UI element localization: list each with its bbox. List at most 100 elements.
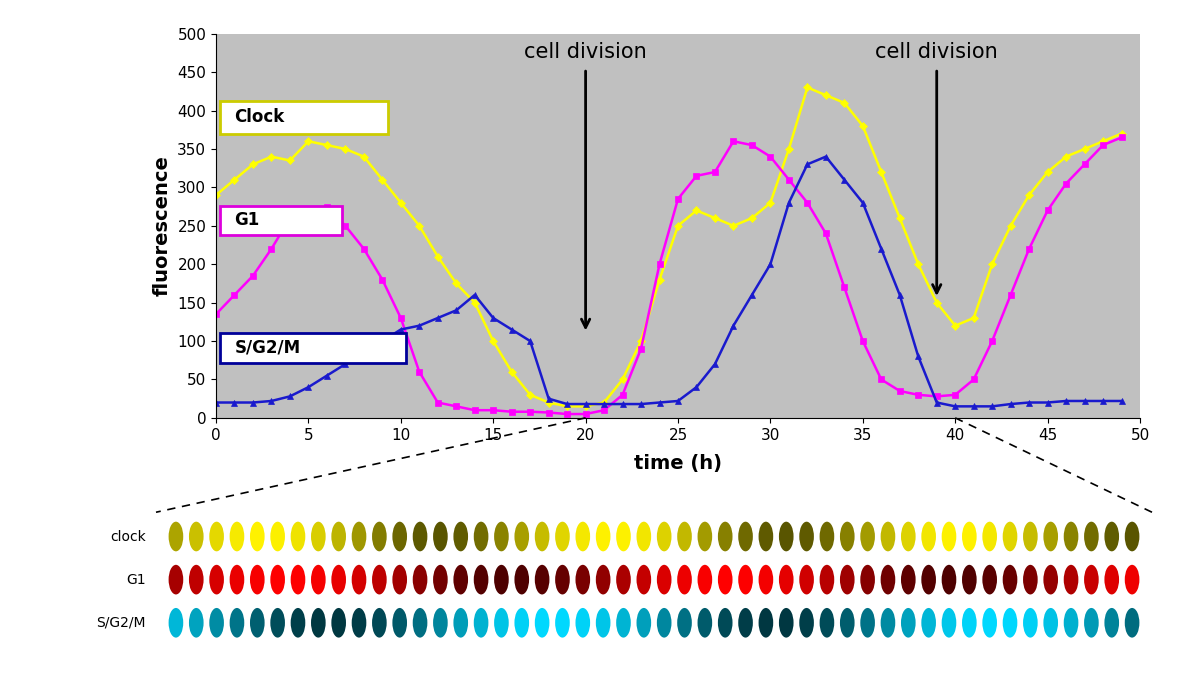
Ellipse shape [413,522,427,551]
Ellipse shape [636,522,652,551]
Ellipse shape [556,608,570,638]
Ellipse shape [1104,522,1120,551]
Ellipse shape [229,565,245,594]
Ellipse shape [962,522,977,551]
Ellipse shape [1043,608,1058,638]
Ellipse shape [1043,522,1058,551]
Ellipse shape [922,608,936,638]
Ellipse shape [535,565,550,594]
Ellipse shape [311,565,325,594]
Ellipse shape [1063,522,1079,551]
Ellipse shape [758,565,773,594]
Ellipse shape [1104,608,1120,638]
Ellipse shape [799,608,814,638]
Ellipse shape [820,522,834,551]
Text: cell division: cell division [524,42,647,62]
Ellipse shape [494,565,509,594]
Ellipse shape [983,522,997,551]
Ellipse shape [1024,522,1038,551]
Ellipse shape [840,608,854,638]
Ellipse shape [656,522,672,551]
Ellipse shape [372,608,386,638]
Ellipse shape [270,565,284,594]
Ellipse shape [188,565,204,594]
Text: G1: G1 [234,212,259,229]
FancyBboxPatch shape [220,206,342,235]
Ellipse shape [1043,565,1058,594]
Ellipse shape [474,565,488,594]
Ellipse shape [616,522,631,551]
Ellipse shape [799,522,814,551]
Ellipse shape [290,522,305,551]
Ellipse shape [962,608,977,638]
Ellipse shape [820,608,834,638]
Ellipse shape [677,565,692,594]
Text: S/G2/M: S/G2/M [96,616,146,630]
Ellipse shape [820,565,834,594]
Ellipse shape [718,608,732,638]
Ellipse shape [1063,608,1079,638]
Ellipse shape [433,608,448,638]
Ellipse shape [392,522,407,551]
Ellipse shape [556,522,570,551]
Ellipse shape [576,522,590,551]
Ellipse shape [697,522,712,551]
Ellipse shape [1084,522,1099,551]
FancyBboxPatch shape [220,333,407,363]
Ellipse shape [677,522,692,551]
Ellipse shape [738,608,752,638]
Ellipse shape [168,522,184,551]
Ellipse shape [576,608,590,638]
Ellipse shape [413,565,427,594]
Text: cell division: cell division [875,42,998,62]
Ellipse shape [1063,565,1079,594]
Ellipse shape [1124,565,1140,594]
Ellipse shape [454,565,468,594]
Ellipse shape [168,608,184,638]
Ellipse shape [840,565,854,594]
Ellipse shape [718,522,732,551]
Ellipse shape [474,608,488,638]
Ellipse shape [515,608,529,638]
Ellipse shape [758,522,773,551]
Ellipse shape [209,608,224,638]
Ellipse shape [270,522,284,551]
Ellipse shape [1124,522,1140,551]
Ellipse shape [352,522,366,551]
Ellipse shape [901,565,916,594]
Ellipse shape [229,522,245,551]
Ellipse shape [881,608,895,638]
Ellipse shape [413,608,427,638]
Ellipse shape [250,608,265,638]
Ellipse shape [515,522,529,551]
Ellipse shape [860,608,875,638]
Ellipse shape [433,565,448,594]
Ellipse shape [738,565,752,594]
Ellipse shape [188,522,204,551]
Ellipse shape [392,565,407,594]
Ellipse shape [616,565,631,594]
Ellipse shape [352,565,366,594]
Ellipse shape [576,565,590,594]
Ellipse shape [270,608,284,638]
Ellipse shape [860,522,875,551]
Ellipse shape [556,565,570,594]
FancyBboxPatch shape [220,101,388,134]
Ellipse shape [840,522,854,551]
Ellipse shape [168,565,184,594]
Ellipse shape [738,522,752,551]
Ellipse shape [697,608,712,638]
Ellipse shape [311,522,325,551]
Ellipse shape [922,522,936,551]
Ellipse shape [596,608,611,638]
Ellipse shape [922,565,936,594]
Ellipse shape [290,565,305,594]
Ellipse shape [209,522,224,551]
Ellipse shape [1084,565,1099,594]
Ellipse shape [1084,608,1099,638]
Ellipse shape [433,522,448,551]
Ellipse shape [392,608,407,638]
Ellipse shape [779,522,793,551]
Ellipse shape [881,565,895,594]
Ellipse shape [983,608,997,638]
